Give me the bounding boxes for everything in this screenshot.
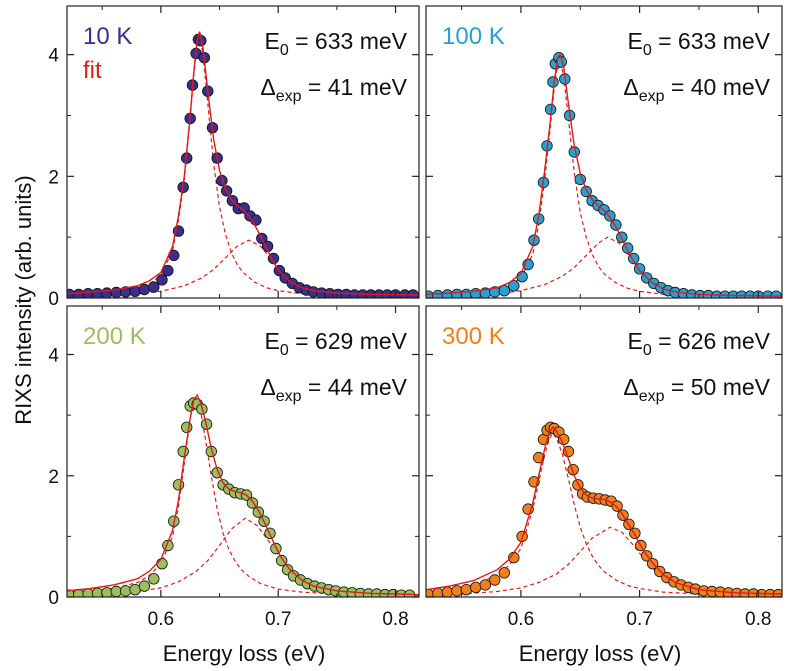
- panel-frame: [425, 5, 783, 299]
- data-point: [533, 451, 545, 464]
- data-point: [156, 558, 168, 570]
- data-point: [238, 202, 250, 214]
- data-point: [252, 506, 264, 518]
- y-tick-label: 0: [48, 588, 59, 609]
- data-point: [426, 588, 435, 597]
- data-point: [216, 174, 228, 187]
- main-peak-component: [426, 432, 782, 597]
- data-point: [138, 283, 151, 296]
- data-point: [180, 421, 193, 434]
- panel-frame: [425, 305, 783, 598]
- y-axis-title: RIXS intensity (arb. units): [11, 175, 36, 424]
- panel-300K: 0.6 0.7 0.8 300 K E0 = 626 meV Δexp = 50 meV: [425, 305, 783, 630]
- main-peak-component: [67, 398, 419, 597]
- data-point: [276, 554, 288, 567]
- data-point: [172, 479, 185, 491]
- temperature-label: 100 K: [442, 23, 505, 50]
- secondary-peak-component: [426, 236, 782, 298]
- delta-exp-annotation: Δexp = 50 meV: [623, 374, 770, 405]
- fit-line: [67, 31, 419, 296]
- data-point: [432, 289, 444, 298]
- panel-frame: [66, 305, 420, 598]
- data-point: [162, 264, 174, 277]
- data-point: [441, 289, 454, 298]
- data-point: [138, 580, 151, 592]
- data-point: [148, 573, 160, 585]
- data-point: [403, 589, 416, 597]
- data-point: [470, 581, 482, 594]
- y-tick-label: 2: [48, 467, 59, 488]
- e0-annotation: E0 = 633 meV: [627, 28, 770, 59]
- data-point: [82, 588, 94, 597]
- x-tick-label: 0.7: [265, 609, 291, 630]
- panel-frame: [66, 5, 420, 299]
- x-tick-label: 0.7: [626, 609, 652, 630]
- panel-10K: 0 2 4 10 K fit E0 = 633 meV Δexp = 41 meV: [48, 5, 420, 310]
- data-point: [516, 271, 528, 283]
- main-peak-component: [67, 34, 419, 298]
- data-point: [460, 584, 473, 596]
- temperature-label: 300 K: [442, 323, 505, 350]
- delta-exp-annotation: Δexp = 41 meV: [260, 74, 407, 105]
- data-point: [611, 500, 623, 512]
- temperature-label: 10 K: [83, 23, 132, 50]
- plot-area: [67, 393, 419, 597]
- data-point: [558, 433, 570, 446]
- e0-annotation: E0 = 629 meV: [264, 328, 407, 359]
- fit-line: [67, 393, 419, 596]
- data-point: [73, 588, 85, 597]
- data-point: [489, 574, 501, 586]
- data-point: [110, 585, 122, 597]
- data-point: [498, 567, 511, 579]
- x-tick-label: 0.8: [382, 609, 408, 630]
- data-point: [67, 589, 75, 597]
- plot-area: [426, 421, 782, 597]
- data-point: [177, 445, 189, 458]
- y-tick-label: 0: [48, 289, 59, 310]
- data-point: [479, 579, 492, 591]
- data-point: [508, 280, 520, 292]
- delta-exp-annotation: Δexp = 40 meV: [623, 74, 770, 105]
- delta-exp-annotation: Δexp = 44 meV: [260, 374, 407, 405]
- data-point: [567, 464, 579, 476]
- data-point: [426, 290, 435, 298]
- x-tick-label: 0.6: [508, 609, 534, 630]
- x-axis-title-right: Energy loss (eV): [519, 641, 682, 666]
- data-point: [101, 287, 113, 298]
- data-point: [772, 588, 782, 597]
- panels-group: 0 2 4 10 K fit E0 = 633 meV Δexp = 41 meV 100 K…: [48, 5, 783, 630]
- data-point: [547, 76, 559, 88]
- secondary-peak-component: [426, 526, 782, 597]
- plot-area: [67, 31, 419, 298]
- data-point: [441, 586, 454, 597]
- secondary-peak-component: [67, 517, 419, 597]
- panel-200K: 0.6 0.7 0.8 0 2 4 200 K E0 = 629 meV Δexp = 44 m…: [48, 305, 420, 630]
- y-tick-label: 4: [48, 46, 59, 67]
- e0-annotation: E0 = 626 meV: [627, 328, 770, 359]
- y-tick-label: 2: [48, 167, 59, 188]
- temperature-label: 200 K: [83, 323, 146, 350]
- fit-line: [426, 426, 782, 595]
- x-tick-label: 0.6: [148, 609, 174, 630]
- y-tick-label: 4: [48, 346, 59, 367]
- x-tick-label: 0.8: [745, 609, 771, 630]
- data-point: [119, 585, 132, 597]
- data-point: [451, 585, 463, 597]
- panel-100K: 100 K E0 = 633 meV Δexp = 40 meV: [425, 5, 783, 299]
- x-axis-title-left: Energy loss (eV): [163, 641, 326, 666]
- fit-line: [426, 53, 782, 297]
- fit-legend-label: fit: [83, 57, 102, 84]
- data-point: [148, 281, 160, 293]
- data-point: [156, 274, 168, 286]
- e0-annotation: E0 = 633 meV: [264, 28, 407, 59]
- plot-area: [426, 52, 782, 298]
